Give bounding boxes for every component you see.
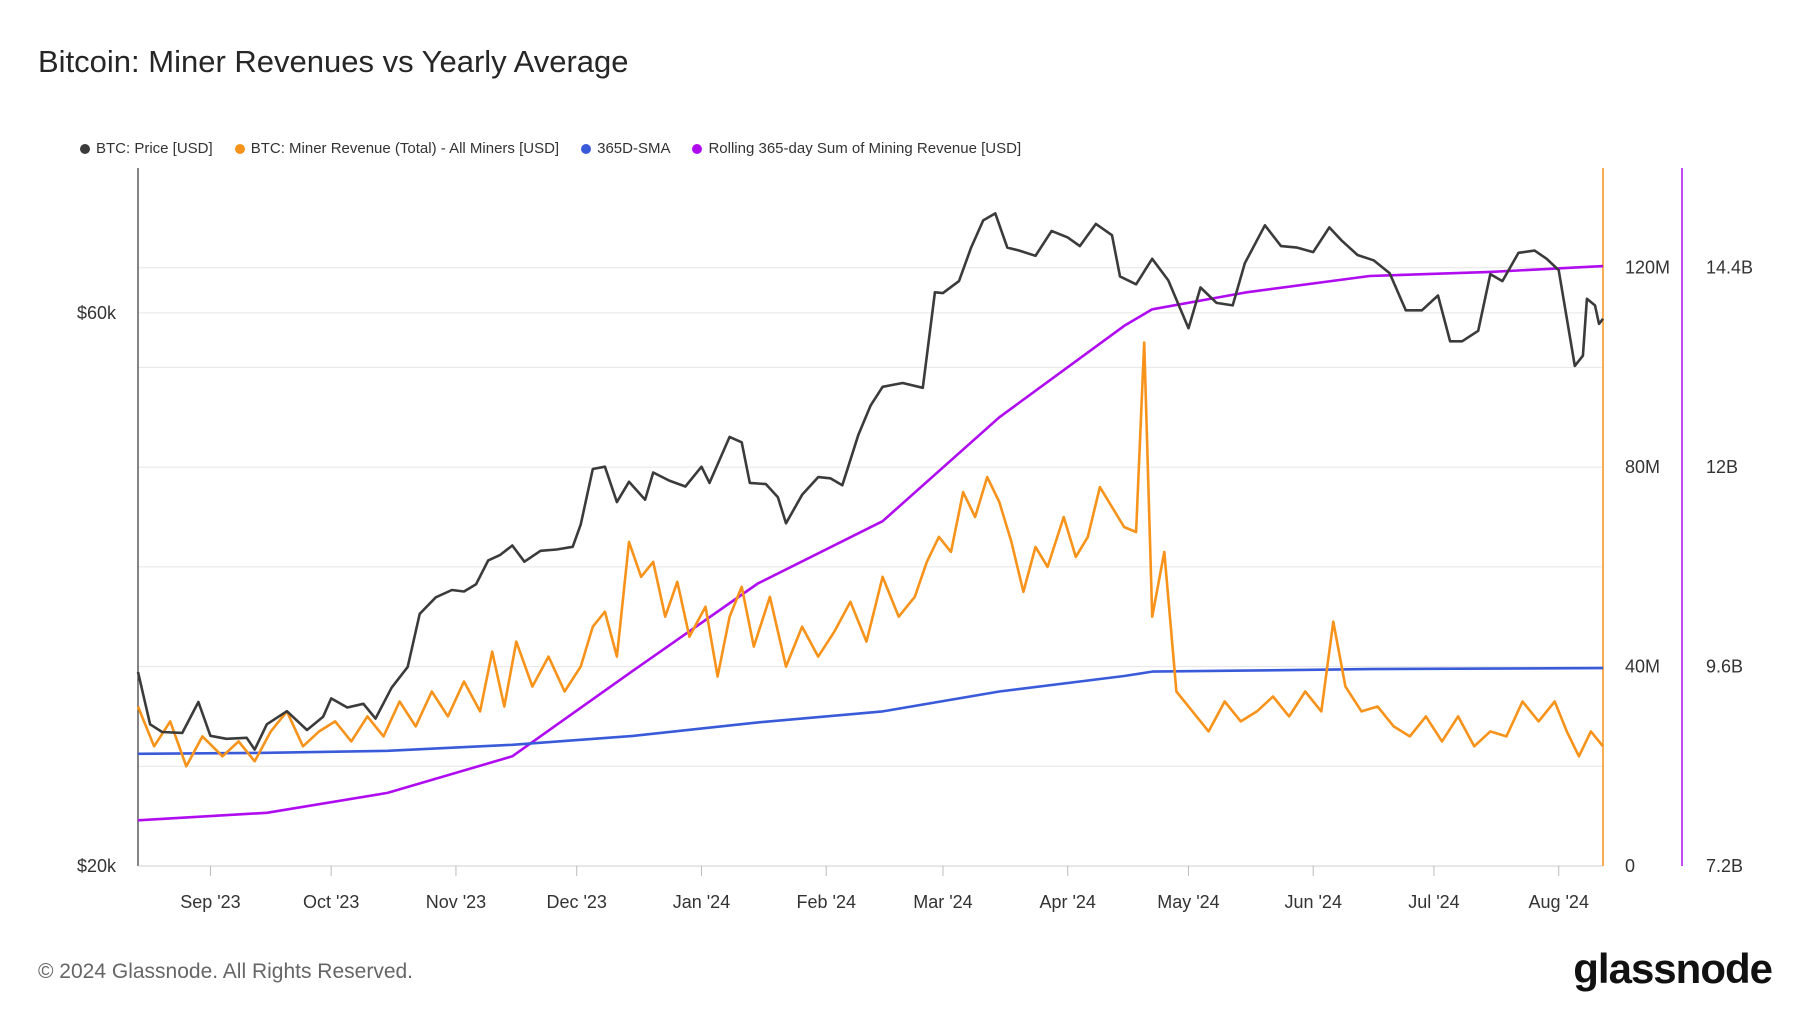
legend-dot-icon xyxy=(692,143,703,154)
legend-label: BTC: Miner Revenue (Total) - All Miners … xyxy=(250,140,560,157)
grid-lines xyxy=(138,267,1603,867)
x-tick-label: Aug '24 xyxy=(1528,892,1589,912)
legend-item[interactable]: Rolling 365-day Sum of Mining Revenue [U… xyxy=(692,140,1021,157)
brand-logo: glassnode xyxy=(1573,945,1773,992)
far-right-tick-label: 12B xyxy=(1706,457,1738,477)
far-right-tick-label: 7.2B xyxy=(1706,856,1743,876)
legend-label: BTC: Price [USD] xyxy=(96,140,213,157)
x-tick-label: Jun '24 xyxy=(1284,892,1341,912)
x-tick-label: Oct '23 xyxy=(303,892,359,912)
legend-item[interactable]: 365D-SMA xyxy=(581,140,670,157)
left-tick-label: $60k xyxy=(77,303,117,323)
x-tick-label: Jan '24 xyxy=(673,892,730,912)
chart-title: Bitcoin: Miner Revenues vs Yearly Averag… xyxy=(38,44,629,79)
left-tick-label: $20k xyxy=(77,856,117,876)
series-line-3 xyxy=(137,264,1604,822)
far-right-tick-label: 9.6B xyxy=(1706,657,1743,677)
copyright-text: © 2024 Glassnode. All Rights Reserved. xyxy=(38,960,414,983)
x-tick-label: Jul '24 xyxy=(1408,892,1459,912)
x-tick-label: Apr '24 xyxy=(1039,892,1095,912)
legend-label: 365D-SMA xyxy=(597,140,671,157)
x-tick-label: Feb '24 xyxy=(796,892,855,912)
x-tick-label: Sep '23 xyxy=(180,892,241,912)
legend-item[interactable]: BTC: Price [USD] xyxy=(80,140,213,157)
x-tick-label: May '24 xyxy=(1157,892,1219,912)
right-tick-label: 80M xyxy=(1625,457,1660,477)
right-tick-label: 0 xyxy=(1625,856,1635,876)
right-tick-label: 120M xyxy=(1625,258,1670,278)
legend-dot-icon xyxy=(581,143,592,154)
legend-dot-icon xyxy=(234,143,245,154)
legend-dot-icon xyxy=(80,143,90,154)
x-tick-label: Mar '24 xyxy=(913,892,972,912)
legend-label: Rolling 365-day Sum of Mining Revenue [U… xyxy=(708,140,1022,157)
series-line-1 xyxy=(136,341,1605,768)
x-tick-label: Nov '23 xyxy=(426,892,486,912)
legend: BTC: Price [USD] BTC: Miner Revenue (Tota… xyxy=(80,140,1021,157)
far-right-tick-label: 14.4B xyxy=(1706,258,1753,278)
right-tick-label: 40M xyxy=(1625,657,1660,677)
x-tick-label: Dec '23 xyxy=(546,892,606,912)
series-line-0 xyxy=(136,212,1605,751)
series-line-2 xyxy=(137,666,1604,756)
legend-item[interactable]: BTC: Miner Revenue (Total) - All Miners … xyxy=(234,140,560,157)
